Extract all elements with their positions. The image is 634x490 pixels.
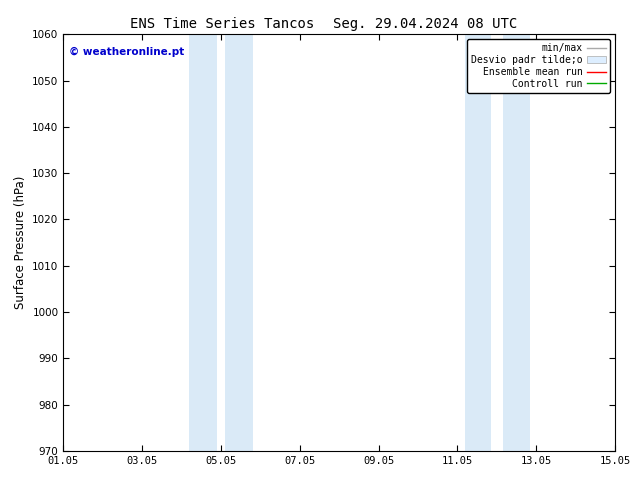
Bar: [503, 34, 530, 451]
Bar: [465, 34, 491, 451]
Y-axis label: Surface Pressure (hPa): Surface Pressure (hPa): [14, 176, 27, 309]
Text: ENS Time Series Tancos: ENS Time Series Tancos: [130, 17, 314, 31]
Text: Seg. 29.04.2024 08 UTC: Seg. 29.04.2024 08 UTC: [333, 17, 517, 31]
Legend: min/max, Desvio padr tilde;o, Ensemble mean run, Controll run: min/max, Desvio padr tilde;o, Ensemble m…: [467, 39, 610, 93]
Text: © weatheronline.pt: © weatheronline.pt: [69, 47, 184, 57]
Bar: [190, 34, 217, 451]
Bar: [225, 34, 252, 451]
